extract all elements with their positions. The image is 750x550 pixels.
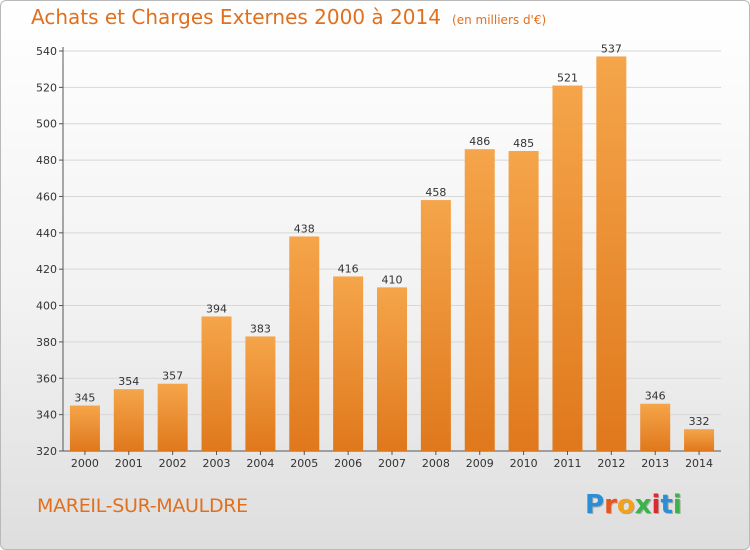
- x-tick-label-2003: 2003: [203, 457, 231, 470]
- value-label-2007: 410: [382, 273, 403, 286]
- value-label-2011: 521: [557, 72, 578, 85]
- bar-2004: [245, 336, 276, 451]
- y-tick-label: 500: [36, 118, 57, 131]
- bar-2005: [289, 236, 320, 451]
- x-tick-label-2000: 2000: [71, 457, 99, 470]
- x-tick-label-2004: 2004: [246, 457, 274, 470]
- chart-title: Achats et Charges Externes 2000 à 2014: [31, 5, 441, 29]
- value-label-2014: 332: [689, 415, 710, 428]
- value-label-2001: 354: [118, 375, 139, 388]
- x-tick-label-2005: 2005: [290, 457, 318, 470]
- y-tick-label: 360: [36, 372, 57, 385]
- value-label-2013: 346: [645, 390, 666, 403]
- value-label-2008: 458: [425, 186, 446, 199]
- bar-2000: [69, 405, 100, 451]
- value-label-2005: 438: [294, 222, 315, 235]
- logo-letter: i: [651, 490, 661, 520]
- y-tick-label: 340: [36, 409, 57, 422]
- x-tick-label-2001: 2001: [115, 457, 143, 470]
- bar-2011: [552, 85, 583, 451]
- proxiti-logo: Proxiti: [585, 490, 682, 520]
- bar-2003: [201, 316, 232, 451]
- y-tick-label: 320: [36, 445, 57, 458]
- title-row: Achats et Charges Externes 2000 à 2014 (…: [31, 5, 546, 29]
- y-tick-label: 460: [36, 190, 57, 203]
- value-label-2000: 345: [74, 392, 95, 405]
- y-tick-label: 400: [36, 300, 57, 313]
- y-tick-label: 420: [36, 263, 57, 276]
- bar-2001: [113, 389, 144, 451]
- x-tick-label-2011: 2011: [553, 457, 581, 470]
- x-tick-label-2012: 2012: [597, 457, 625, 470]
- x-tick-label-2013: 2013: [641, 457, 669, 470]
- value-label-2004: 383: [250, 322, 271, 335]
- x-tick-label-2002: 2002: [159, 457, 187, 470]
- bar-2006: [333, 276, 364, 451]
- bar-2014: [684, 429, 715, 451]
- bar-2010: [508, 151, 539, 451]
- logo-letter: i: [672, 490, 682, 520]
- city-name: MAREIL-SUR-MAULDRE: [37, 495, 248, 517]
- value-label-2010: 485: [513, 137, 534, 150]
- y-tick-label: 480: [36, 154, 57, 167]
- x-tick-label-2006: 2006: [334, 457, 362, 470]
- x-tick-label-2007: 2007: [378, 457, 406, 470]
- logo-letter: r: [604, 490, 617, 520]
- y-tick-label: 380: [36, 336, 57, 349]
- x-tick-label-2010: 2010: [510, 457, 538, 470]
- bar-2007: [377, 287, 407, 451]
- x-tick-label-2014: 2014: [685, 457, 713, 470]
- x-tick-label-2009: 2009: [466, 457, 494, 470]
- y-tick-label: 540: [36, 45, 57, 58]
- x-tick-label-2008: 2008: [422, 457, 450, 470]
- bars: [69, 56, 715, 452]
- logo-letter: o: [616, 490, 635, 520]
- value-label-2012: 537: [601, 42, 622, 55]
- y-tick-label: 440: [36, 227, 57, 240]
- logo-letter: x: [634, 490, 652, 520]
- bar-2008: [420, 200, 451, 451]
- logo-letter: t: [660, 490, 673, 520]
- bar-2013: [640, 403, 671, 451]
- y-tick-label: 520: [36, 81, 57, 94]
- value-label-2009: 486: [469, 135, 490, 148]
- bar-2012: [596, 56, 627, 452]
- value-label-2003: 394: [206, 302, 227, 315]
- chart-subtitle: (en milliers d'€): [452, 13, 547, 27]
- labels: 345 2000 354 2001 357 2002 394 2003 383 2004 438 20…: [71, 42, 713, 470]
- logo-letter: P: [585, 490, 605, 520]
- value-label-2002: 357: [162, 370, 183, 383]
- value-label-2006: 416: [338, 262, 359, 275]
- bar-2002: [157, 383, 188, 451]
- bar-2009: [464, 149, 495, 451]
